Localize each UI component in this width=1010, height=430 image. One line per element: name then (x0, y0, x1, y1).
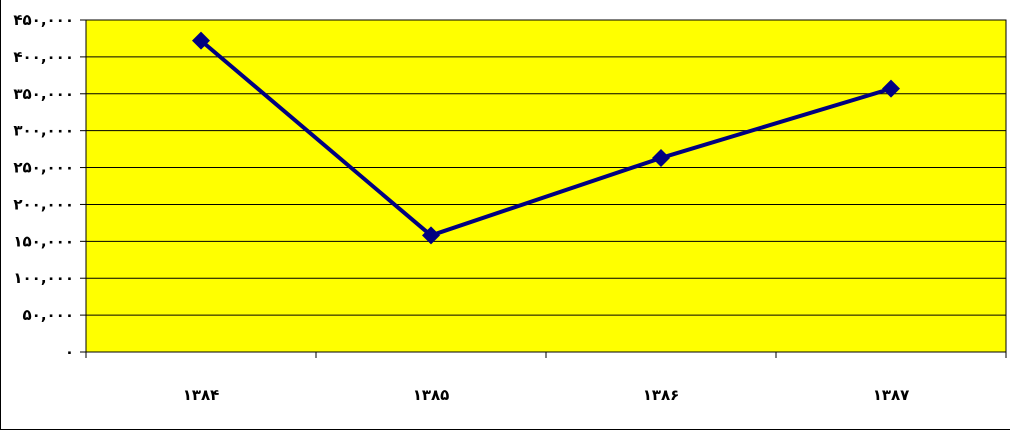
data-point-marker (192, 31, 210, 50)
y-tick-label: ۲۰۰,۰۰۰ (13, 195, 74, 213)
x-axis-tick-labels: ۱۳۸۴ ۱۳۸۵ ۱۳۸۶ ۱۳۸۷ (183, 386, 910, 404)
y-tick-label: ۲۵۰,۰۰۰ (13, 159, 74, 177)
x-tick-label: ۱۳۸۵ (413, 386, 450, 404)
gridlines (86, 19, 1006, 316)
y-tick-label: ۳۰۰,۰۰۰ (13, 122, 74, 140)
y-tick-label: ۳۵۰,۰۰۰ (13, 85, 74, 103)
series-layer (192, 31, 900, 245)
y-axis-tick-labels: ۰ ۵۰,۰۰۰ ۱۰۰,۰۰۰ ۱۵۰,۰۰۰ ۲۰۰,۰۰۰ ۲۵۰,۰۰۰ ۳۰۰,۰… (13, 11, 74, 361)
y-tick-label: ۱۵۰,۰۰۰ (13, 232, 74, 250)
x-tick-label: ۱۳۸۴ (183, 386, 220, 404)
data-point-marker (882, 79, 900, 98)
y-tick-label: ۴۰۰,۰۰۰ (13, 48, 74, 66)
y-tick-label: ۴۵۰,۰۰۰ (13, 11, 74, 29)
series-line (199, 39, 892, 238)
y-tick-label: ۰ (65, 343, 74, 361)
x-tick-label: ۱۳۸۷ (873, 386, 910, 404)
data-point-marker (422, 226, 440, 245)
axes (80, 19, 1007, 358)
plot-area (85, 19, 1007, 353)
y-tick-label: ۱۰۰,۰۰۰ (13, 269, 74, 287)
x-tick-label: ۱۳۸۶ (643, 386, 680, 404)
y-tick-label: ۵۰,۰۰۰ (23, 306, 74, 324)
data-point-marker (652, 148, 670, 167)
